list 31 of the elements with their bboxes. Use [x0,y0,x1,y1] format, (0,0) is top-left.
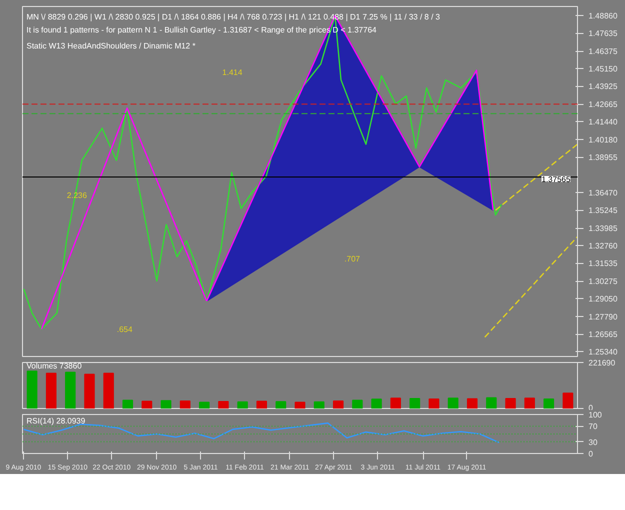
y-tick-label: 70 [588,422,598,432]
y-tick-label: 1.25340 [588,348,618,357]
y-tick-label: 221690 [588,358,616,368]
y-tick-label: 1.42665 [588,100,618,110]
y-tick-label: 1.30275 [588,277,618,286]
y-tick-label: 1.43925 [588,82,618,92]
y-tick-label: 1.46375 [588,47,618,56]
y-tick-label: 1.38955 [588,153,618,162]
y-tick-label: 30 [588,438,598,447]
y-tick-label: 1.40180 [588,136,618,145]
y-tick-label: 1.47635 [588,29,618,38]
y-tick-label: 100 [588,410,602,420]
annotation: 1.414 [222,68,243,77]
y-tick-label: 1.35245 [588,206,618,216]
y-tick-label: 1.45150 [588,64,618,74]
y-tick-label: 1.26565 [588,330,618,340]
chart-title: Volumes 73860 [26,362,82,370]
y-tick-label: 1.29050 [588,294,618,304]
y-tick-label: 0 [588,450,594,458]
annotation: .707 [344,254,361,264]
y-tick-label: 1.27790 [588,312,618,322]
y-tick-label: 1.31535 [588,259,618,268]
y-tick-label: 1.32760 [588,242,618,251]
ref-line-label: 1.37565 [542,175,571,184]
chart-title: RSI(14) 28.0939 [26,416,86,426]
annotation: Static W13 HeadAndShoulders / Dinamic M12 * [26,42,196,50]
y-tick-label: 1.33985 [588,224,618,234]
annotation: .654 [116,324,133,334]
y-tick-label: 1.41440 [588,118,618,127]
y-tick-label: 1.48860 [588,12,618,21]
y-tick-label: 1.36470 [588,188,618,198]
